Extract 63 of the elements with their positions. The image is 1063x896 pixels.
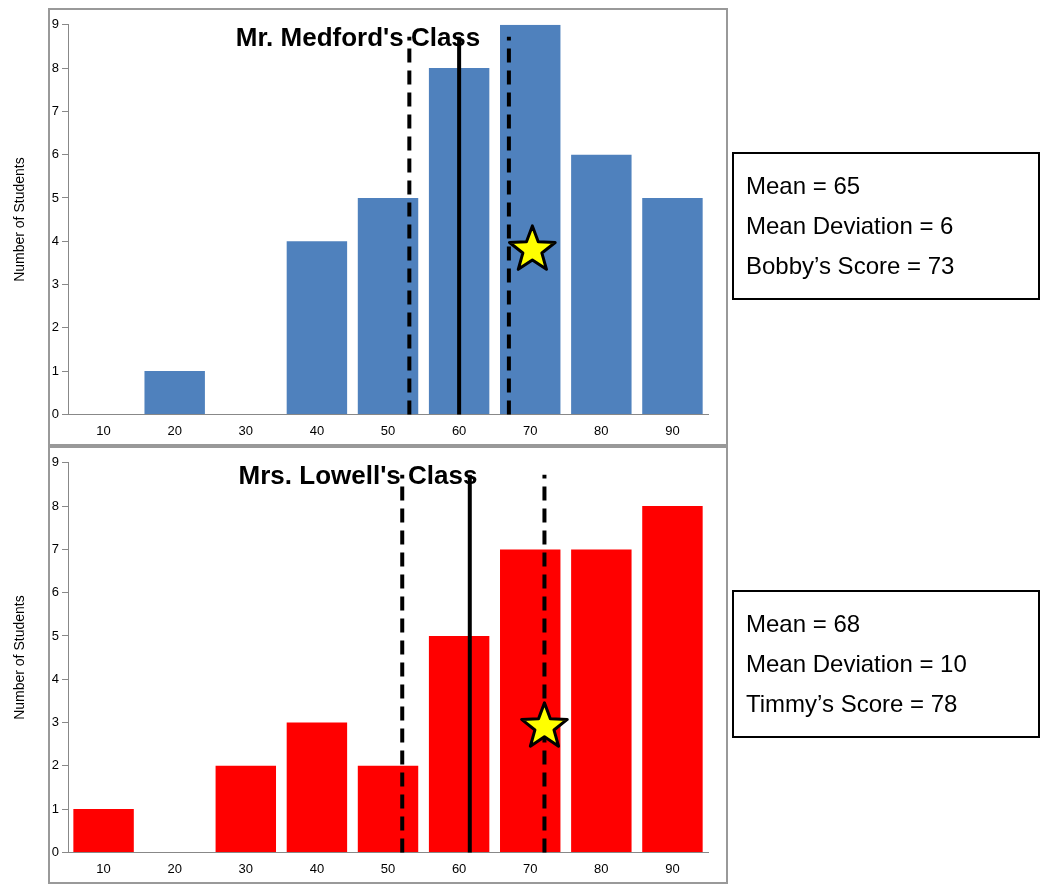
x-tick-label: 60 (451, 422, 467, 438)
x-tick-label: 30 (238, 422, 254, 438)
y-tick-label: 4 (51, 670, 60, 686)
y-tick-label: 1 (51, 800, 60, 816)
y-tick-label: 1 (51, 362, 60, 378)
x-tick-label: 10 (96, 860, 111, 876)
x-tick-label: 70 (523, 860, 538, 876)
bar (286, 241, 348, 414)
bar (286, 722, 348, 852)
y-tick-label: 0 (51, 843, 60, 859)
x-tick-label: 20 (167, 860, 182, 876)
y-tick-label: 8 (51, 59, 60, 75)
y-tick-label: 6 (51, 584, 60, 600)
y-axis-title: Number of Students (11, 157, 28, 282)
x-tick-label: 10 (96, 422, 111, 438)
chart-title: Mr. Medford's Class (235, 22, 481, 53)
x-tick-label: 40 (309, 860, 325, 876)
x-tick-label: 60 (451, 860, 467, 876)
bar (215, 765, 277, 852)
x-tick-label: 50 (380, 422, 396, 438)
x-tick-label: 70 (523, 422, 538, 438)
y-tick-label: 2 (51, 757, 60, 773)
y-tick-label: 2 (51, 319, 60, 335)
bar (73, 809, 134, 852)
bar (500, 549, 561, 852)
x-tick-label: 30 (238, 860, 254, 876)
x-tick-label: 80 (594, 860, 609, 876)
y-tick-label: 7 (51, 540, 60, 556)
y-tick-label: 5 (51, 189, 60, 205)
y-tick-label: 9 (51, 454, 60, 470)
x-tick-label: 90 (665, 860, 680, 876)
bar (428, 68, 490, 414)
text: Mean Deviation = 10 (746, 649, 968, 679)
y-tick-label: 8 (51, 497, 60, 513)
bar (357, 197, 419, 414)
text: Mean = 65 (746, 171, 862, 201)
y-tick-label: 6 (51, 146, 60, 162)
chart-title: Mrs. Lowell's Class (238, 460, 478, 491)
y-tick-label: 9 (51, 16, 60, 32)
y-tick-label: 7 (51, 102, 60, 118)
x-tick-label: 20 (167, 422, 182, 438)
y-axis-title: Number of Students (11, 595, 28, 720)
text: Bobby’s Score = 73 (746, 251, 956, 281)
bar (571, 154, 632, 414)
x-tick-label: 50 (380, 860, 396, 876)
text: Mean = 68 (746, 609, 862, 639)
x-tick-label: 80 (594, 422, 609, 438)
bar (500, 24, 561, 414)
y-tick-label: 3 (51, 276, 60, 292)
bar (428, 635, 490, 852)
bar (357, 765, 419, 852)
y-tick-label: 5 (51, 627, 60, 643)
bar (571, 549, 632, 852)
text: Mean Deviation = 6 (746, 211, 955, 241)
x-tick-label: 90 (665, 422, 680, 438)
y-tick-label: 0 (51, 405, 60, 421)
bar (642, 197, 703, 414)
y-tick-label: 3 (51, 714, 60, 730)
bar (144, 371, 205, 414)
bar (642, 506, 703, 852)
text: Timmy’s Score = 78 (746, 689, 959, 719)
x-tick-label: 40 (309, 422, 325, 438)
y-tick-label: 4 (51, 232, 60, 248)
